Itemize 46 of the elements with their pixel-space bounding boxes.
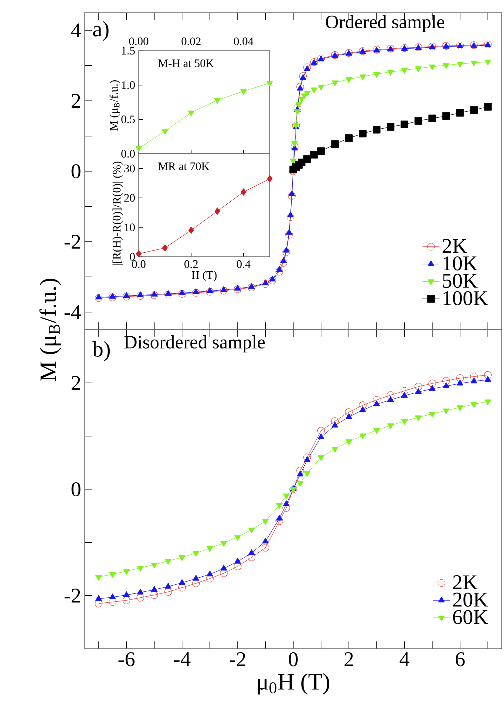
legend-label: 2K [453, 576, 478, 590]
y-axis-title: M (μ$_{B}$/f.u.) [110, 80, 120, 131]
annotation: b) [92, 341, 110, 362]
y-tick-label: 0 [72, 164, 81, 179]
annotation: a) [93, 21, 109, 42]
legend-label: 10K [444, 256, 478, 271]
y-tick-label: -2 [64, 588, 80, 603]
x-tick-label: -4 [174, 652, 191, 666]
text: MR at 70K [158, 162, 210, 170]
y-tick-label: 0.5 [122, 116, 136, 124]
chart-title: Disordered sample [124, 336, 266, 353]
y-tick-label: 2 [72, 94, 80, 108]
chart-title: Ordered sample [326, 15, 444, 32]
x-tick-label: 0.02 [182, 38, 201, 46]
y-tick-label: -4 [64, 306, 82, 320]
y-tick-label: 1.0 [122, 81, 136, 90]
x-axis-title: μ$_{0}$H (T) [258, 673, 330, 695]
y-tick-label: 2 [72, 376, 80, 390]
x-tick-label: 4 [400, 652, 410, 666]
text: M-H at 50K [158, 60, 214, 68]
legend-label: 60K [453, 610, 488, 624]
x-tick-label: 2 [344, 652, 354, 666]
x-tick-label: 0 [289, 652, 298, 667]
legend-label: 100K [444, 291, 488, 306]
x-tick-label: 0.4 [237, 260, 251, 268]
y-axis-title: |[R(H)-R(0)]/R(0)| (%) [112, 162, 124, 266]
y-tick-label: 10 [125, 224, 136, 232]
y-tick-label: -2 [64, 235, 80, 249]
x-tick-label: -6 [118, 652, 135, 667]
x-tick-label: 0.04 [234, 38, 254, 46]
x-tick-label: 6 [456, 652, 465, 667]
y-tick-label: 1.5 [122, 47, 136, 55]
y-tick-label: 0 [72, 482, 81, 497]
y-tick-label: 20 [124, 194, 136, 202]
y-axis-title: M (μ$_{B}$/f.u.) [40, 278, 62, 382]
y-tick-label: 0 [130, 253, 136, 261]
x-tick-label: 0.00 [129, 38, 149, 46]
y-tick-label: 30 [124, 164, 136, 173]
legend-label: 20K [453, 592, 488, 607]
legend-label: 50K [443, 274, 478, 288]
x-tick-label: 0.0 [132, 260, 146, 268]
x-tick-label: 0.2 [184, 260, 198, 268]
x-axis-title: H (T) [192, 271, 217, 282]
x-tick-label: -2 [230, 652, 246, 666]
y-tick-label: 0.0 [122, 150, 136, 158]
legend-label: 2K [442, 239, 468, 254]
